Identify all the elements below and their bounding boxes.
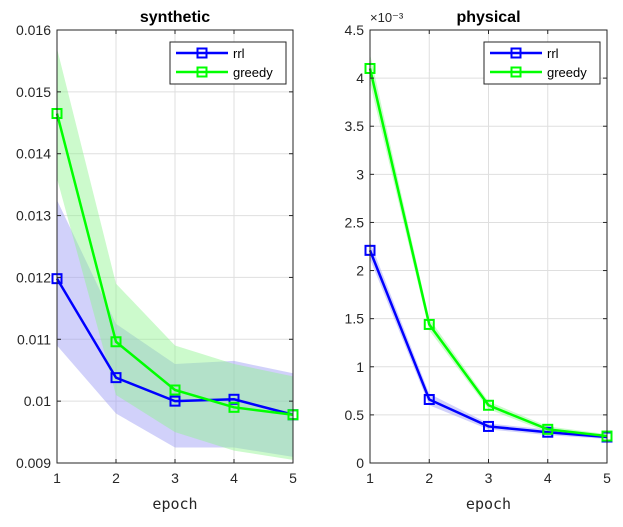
x-tick-label: 1 <box>366 470 374 486</box>
y-tick-label: 0.011 <box>17 331 51 347</box>
data-point-rrl <box>169 395 181 407</box>
data-point-rrl <box>423 393 435 405</box>
y-tick-label: 0.016 <box>16 22 51 38</box>
y-tick-label: 3.5 <box>345 118 365 134</box>
chart-title: physical <box>456 9 520 26</box>
series-line-greedy <box>368 68 608 438</box>
y-tick-label: 4 <box>356 70 364 86</box>
y-tick-label: 3 <box>356 166 364 182</box>
y-tick-label: 2 <box>356 263 364 279</box>
band-greedy <box>57 48 293 460</box>
data-point-greedy <box>228 401 240 413</box>
x-tick-label: 4 <box>230 470 238 486</box>
y-tick-label: 2.5 <box>345 214 365 230</box>
x-tick-label: 2 <box>425 470 433 486</box>
y-tick-label: 0.5 <box>345 407 365 423</box>
x-tick-label: 5 <box>603 470 611 486</box>
data-point-rrl <box>483 420 494 432</box>
legend-label-greedy: greedy <box>233 65 273 80</box>
chart-panel-physical: 1 2 3 4 5 0 0.5 1 1.5 2 2.5 3 3.5 4 4.5 ×10⁻³ physical ep… <box>345 9 613 513</box>
legend-marker-rrl <box>510 47 522 59</box>
y-tick-label: 0.01 <box>24 393 51 409</box>
band-rrl <box>57 200 293 457</box>
legend-label-rrl: rrl <box>547 46 559 61</box>
series-line-greedy <box>55 113 294 416</box>
legend-label-rrl: rrl <box>233 46 245 61</box>
data-point-rrl <box>110 372 122 384</box>
y-tick-label: 0.012 <box>16 269 51 285</box>
x-tick-label: 2 <box>112 470 120 486</box>
data-point-greedy <box>423 318 435 330</box>
y-tick-label: 0.009 <box>16 455 51 471</box>
series-line-rrl <box>55 278 294 416</box>
data-point-greedy <box>542 423 554 435</box>
y-tick-label: 0.013 <box>16 208 51 224</box>
data-point-greedy <box>110 336 122 348</box>
legend-marker-rrl <box>196 47 208 59</box>
legend-marker-greedy <box>510 66 522 78</box>
chart-panel-synthetic: 1 2 3 4 5 0.009 0.01 0.011 0.012 0.013 0.014 0.015 0… <box>16 9 299 513</box>
legend: rrl greedy <box>169 41 287 85</box>
data-point-greedy <box>483 399 494 411</box>
y-tick-label: 0.015 <box>16 84 51 100</box>
legend-marker-greedy <box>196 66 208 78</box>
x-axis-label: epoch <box>466 495 511 513</box>
y-tick-label: 1 <box>356 359 364 375</box>
y-tick-label: 1.5 <box>345 311 365 327</box>
x-tick-label: 1 <box>53 470 61 486</box>
series-line-rrl <box>368 249 608 439</box>
data-point-greedy <box>169 384 181 396</box>
x-tick-label: 3 <box>485 470 493 486</box>
y-tick-label: 0.014 <box>16 146 51 162</box>
legend-label-greedy: greedy <box>547 65 587 80</box>
x-axis-label: epoch <box>152 495 197 513</box>
y-tick-label: 4.5 <box>345 22 365 38</box>
x-tick-label: 4 <box>544 470 552 486</box>
x-tick-label: 5 <box>289 470 297 486</box>
y-exponent-label: ×10⁻³ <box>370 10 404 25</box>
y-tick-label: 0 <box>356 455 364 471</box>
legend-box <box>169 41 287 85</box>
legend: rrl greedy <box>483 41 601 85</box>
chart-title: synthetic <box>140 9 210 26</box>
legend-box <box>483 41 601 85</box>
x-tick-label: 3 <box>171 470 179 486</box>
